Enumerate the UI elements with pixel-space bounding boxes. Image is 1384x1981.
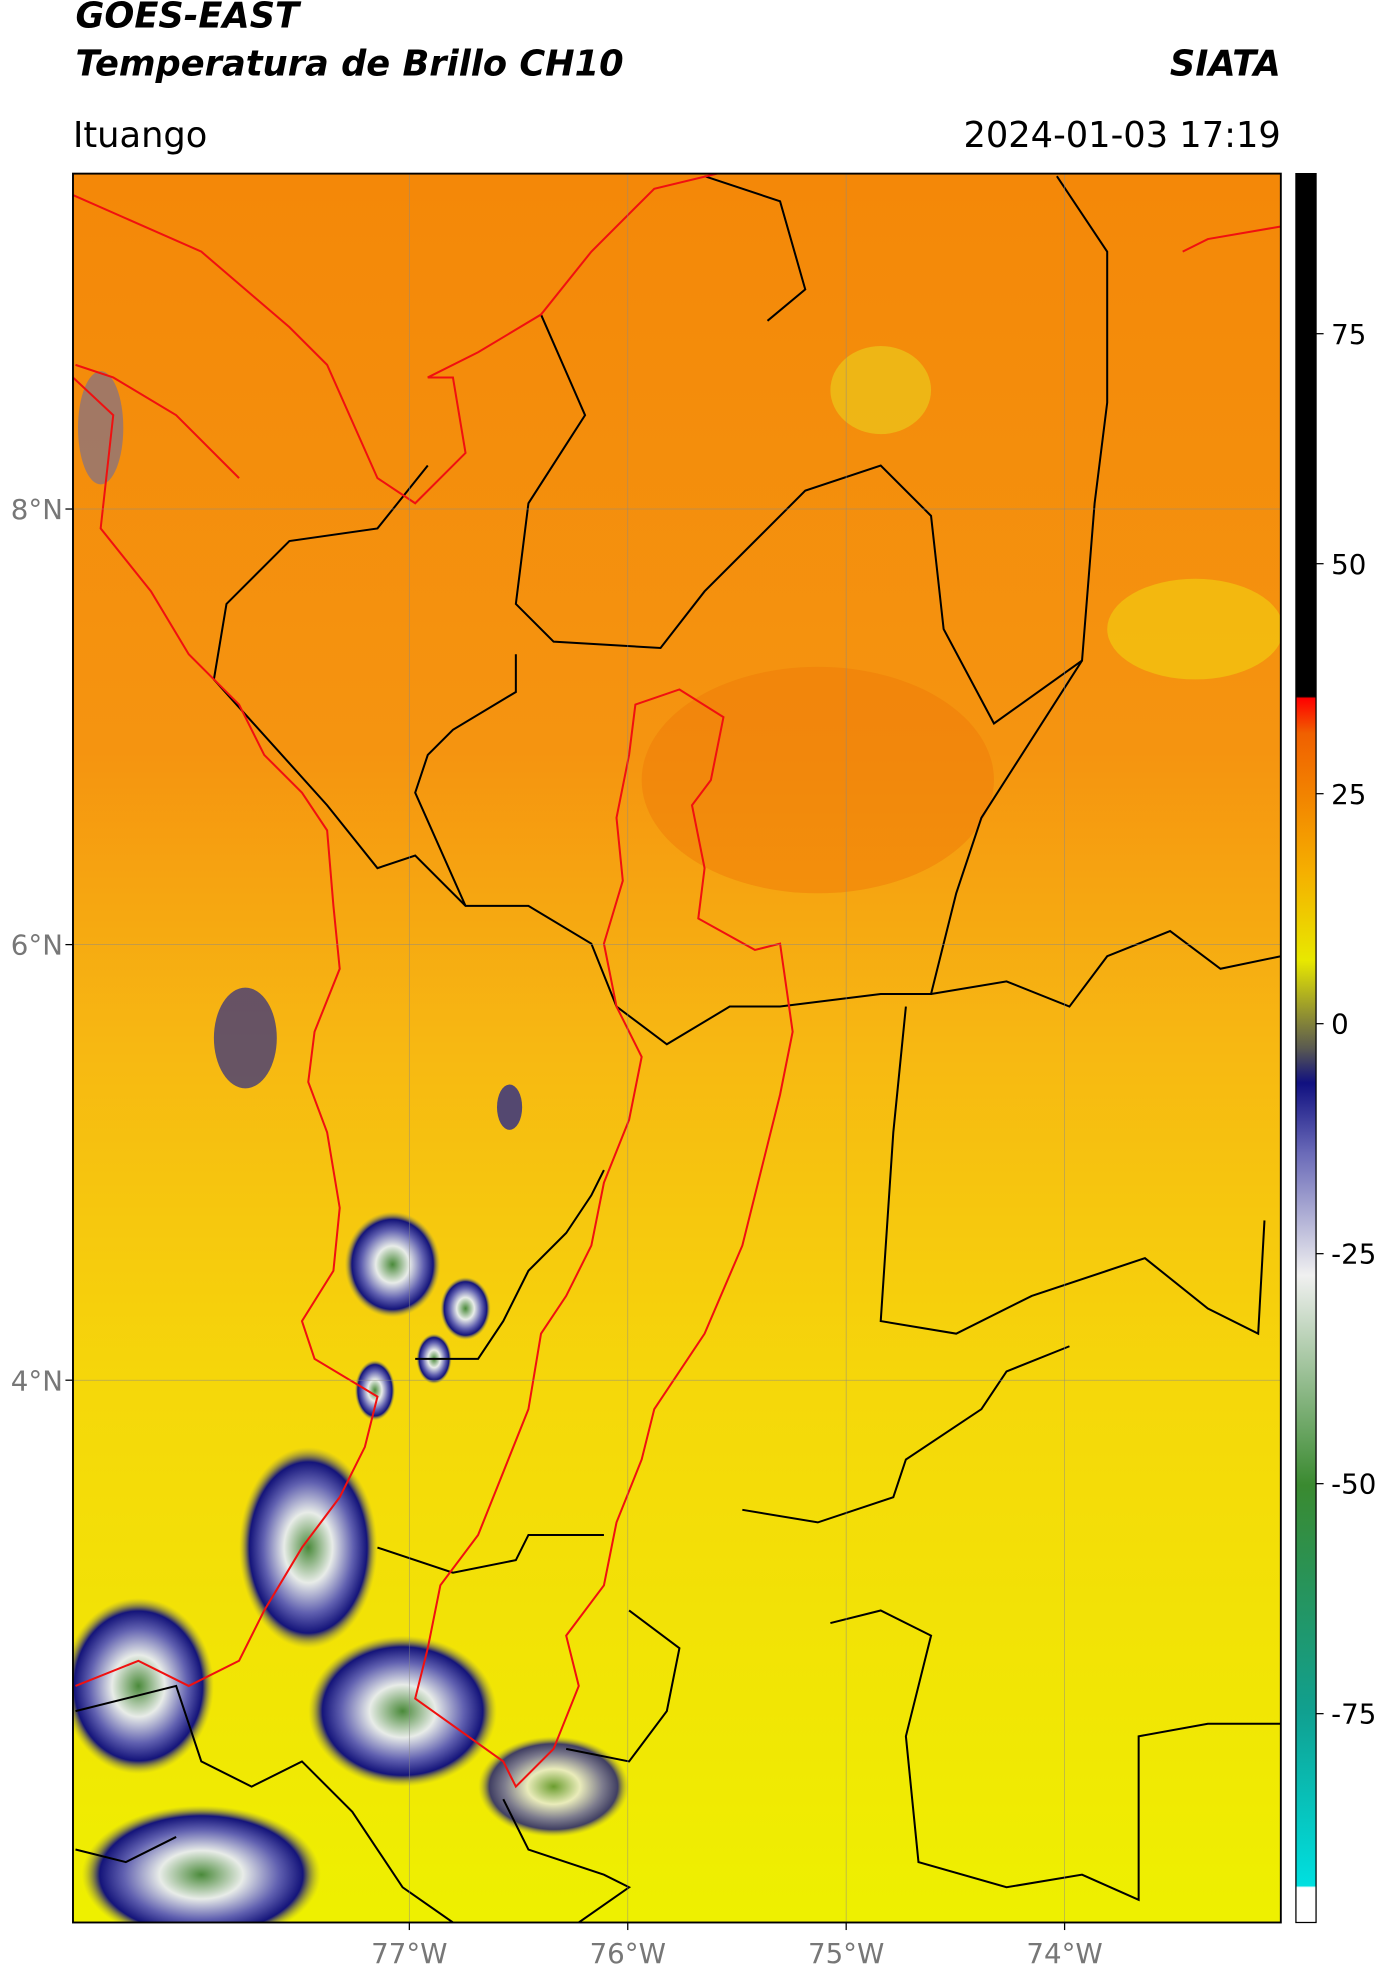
red-boundaries: [72, 173, 1281, 1789]
lat-tick-label: 6°N: [11, 929, 63, 962]
colorbar-tick-label: 50: [1331, 548, 1366, 581]
colorbar: [1295, 172, 1317, 1924]
lon-tick-label: 75°W: [808, 1937, 884, 1970]
colorbar-tick-label: 0: [1331, 1008, 1349, 1041]
lon-tick-label: 77°W: [371, 1937, 447, 1970]
lat-tick-label: 8°N: [11, 493, 63, 526]
grid: [72, 173, 1281, 1923]
lat-tick-label: 4°N: [11, 1364, 63, 1397]
ticks: 77°W 76°W 75°W 74°W 8°N 6°N 4°N 75 50 25 0 -25 -50 -7…: [11, 318, 1377, 1970]
colorbar-tick-label: -50: [1331, 1468, 1376, 1501]
clouds: [72, 345, 1281, 1923]
warm-area: [641, 666, 994, 894]
map-frame: [72, 172, 1282, 1924]
subtitle: Temperatura de Brillo CH10: [75, 43, 623, 84]
brand: SIATA: [1170, 43, 1281, 84]
colorbar-tick-label: 25: [1331, 778, 1366, 811]
lon-tick-label: 76°W: [590, 1937, 666, 1970]
colorbar-tick-label: -75: [1331, 1698, 1376, 1731]
boundaries: [75, 175, 1281, 1923]
location: Ituango: [73, 115, 207, 156]
colorbar-tick-label: -25: [1331, 1238, 1376, 1271]
lon-tick-label: 74°W: [1026, 1937, 1102, 1970]
title: GOES-EAST: [75, 0, 302, 37]
datetime: 2024-01-03 17:19: [963, 115, 1280, 156]
map-image: [72, 173, 1281, 1923]
colorbar-tick-label: 75: [1331, 318, 1366, 351]
